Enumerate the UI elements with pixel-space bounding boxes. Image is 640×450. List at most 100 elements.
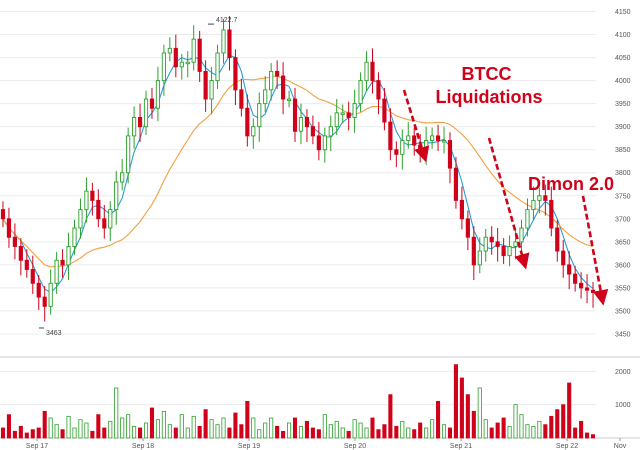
candle-body	[48, 282, 53, 307]
volume-bar	[96, 414, 101, 439]
volume-bar	[138, 427, 143, 439]
candle-body	[334, 112, 339, 128]
volume-bar	[269, 417, 274, 439]
volume-bar	[6, 414, 11, 439]
volume-bar	[275, 425, 280, 439]
x-tick-label: Sep 20	[344, 443, 366, 450]
volume-tick-label: 1000	[615, 402, 631, 409]
volume-bar	[191, 415, 196, 439]
price-tick-label: 4100	[615, 32, 631, 39]
volume-bar	[197, 425, 202, 439]
price-tick-label: 3500	[615, 308, 631, 315]
candle-body	[286, 98, 292, 101]
annotation-arrows	[402, 89, 609, 306]
candle-body	[269, 70, 274, 91]
volume-bar	[453, 364, 458, 439]
volume-bar	[203, 409, 208, 439]
volume-bar	[459, 377, 464, 439]
candle-body	[519, 227, 524, 243]
volume-bar	[555, 409, 560, 439]
price-tick-label: 3550	[615, 285, 631, 292]
volume-bar	[12, 430, 17, 439]
volume-bar	[495, 422, 500, 439]
volume-bar	[537, 420, 542, 439]
volume-bar	[579, 420, 584, 439]
candle-body	[203, 70, 208, 100]
volume-bar	[78, 419, 83, 439]
volume-bar	[149, 407, 155, 439]
candle-body	[227, 29, 232, 59]
volume-bar	[370, 417, 375, 439]
candle-body	[132, 117, 137, 137]
volume-bar	[346, 430, 351, 439]
volume-bar	[281, 430, 286, 439]
volume-bar	[120, 417, 125, 439]
volume-bar	[257, 429, 262, 439]
candle-body	[507, 245, 512, 257]
candle-body	[173, 47, 178, 68]
price-tick-label: 3700	[615, 216, 631, 223]
candle-body	[424, 140, 429, 151]
candle-body	[185, 61, 190, 65]
volume-bar	[549, 415, 554, 439]
candle-body	[209, 80, 214, 100]
candle-body	[102, 218, 107, 229]
volume-bar	[358, 422, 363, 439]
candle-body	[72, 227, 77, 247]
candle-body	[36, 282, 41, 298]
price-tick-label: 3600	[615, 262, 631, 269]
volume-bar	[364, 427, 369, 439]
volume-bar	[233, 412, 238, 439]
candle-body	[263, 89, 268, 105]
volume-bar	[245, 400, 250, 439]
candle-body	[567, 264, 572, 275]
mid-drop-arrow	[487, 137, 530, 270]
volume-bar	[126, 414, 131, 439]
volume-bar	[352, 419, 357, 439]
candle-body	[340, 112, 345, 115]
volume-bar	[60, 429, 65, 439]
candle-body	[412, 135, 417, 146]
price-tick-label: 3650	[615, 239, 631, 246]
volume-bar	[507, 425, 512, 439]
candle-body	[471, 236, 476, 266]
candle-body	[233, 57, 238, 91]
candle-body	[352, 103, 357, 118]
volume-bar	[316, 429, 321, 439]
candle-body	[561, 250, 566, 266]
candle-body	[376, 80, 381, 100]
x-tick-label: Sep 19	[238, 443, 260, 450]
candle-body	[435, 135, 441, 141]
candle-body	[292, 98, 298, 132]
volume-bar	[424, 427, 429, 439]
volume-bar	[412, 429, 417, 439]
candle-body	[257, 103, 262, 128]
candle-body	[239, 89, 244, 109]
volume-bar	[447, 427, 453, 439]
candle-body	[84, 190, 89, 211]
candle-body	[573, 273, 578, 284]
volume-bar	[0, 427, 6, 439]
volume-bar	[471, 410, 476, 439]
candle-body	[108, 209, 113, 229]
volume-bar	[227, 427, 232, 439]
volume-bar	[376, 429, 381, 439]
volume-bar	[173, 427, 178, 439]
volume-bar	[573, 427, 578, 439]
candle-body	[245, 107, 250, 137]
candle-body	[24, 259, 29, 270]
candle-body	[495, 241, 500, 247]
candle-body	[197, 38, 202, 72]
moving-average-short-line	[2, 54, 594, 294]
volume-bar	[167, 424, 172, 439]
candle-body	[30, 269, 35, 284]
x-tick-label: Sep 22	[556, 443, 578, 450]
candle-body	[531, 199, 536, 211]
volume-bar	[185, 427, 190, 439]
candle-body	[584, 287, 590, 291]
volume-bar	[400, 420, 405, 439]
candle-body	[346, 112, 351, 118]
volume-bar	[418, 422, 423, 439]
volume-bar	[287, 422, 292, 439]
